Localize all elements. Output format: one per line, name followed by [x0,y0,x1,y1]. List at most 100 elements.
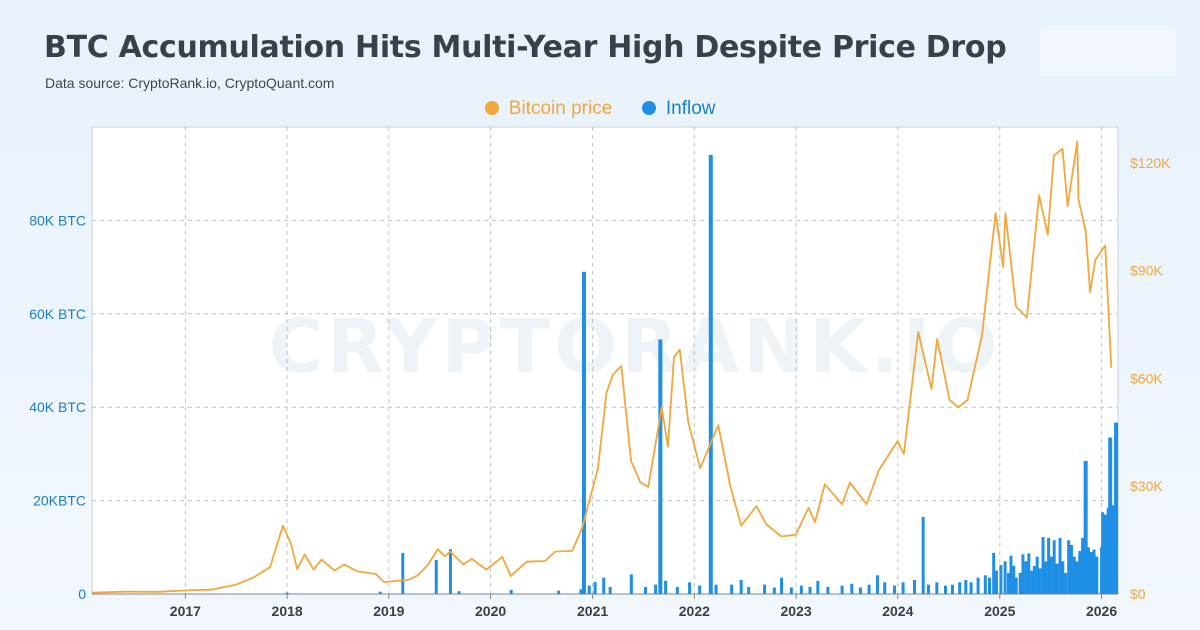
inflow-bar [1012,565,1016,594]
inflow-bar [1064,572,1068,594]
x-axis-tick-label: 2026 [1086,603,1117,619]
inflow-bar [1114,422,1119,594]
inflow-bar [780,577,784,594]
inflow-bar [1086,547,1090,594]
inflow-bar [1108,437,1113,594]
inflow-bar [799,585,803,594]
inflow-bar [921,516,925,594]
inflow-bar [698,585,702,594]
inflow-bar [850,583,854,594]
inflow-bar [1055,563,1059,594]
inflow-bar [730,584,734,594]
inflow-bar [883,582,887,594]
inflow-bar [579,589,583,594]
inflow-bar [983,575,987,594]
inflow-bar [808,586,812,594]
inflow-bar [401,552,405,594]
inflow-bar [901,582,905,594]
inflow-bar [448,549,452,594]
inflow-bar [1047,537,1051,594]
inflow-bar [926,584,930,594]
inflow-bar [1083,460,1088,594]
inflow-bar [867,584,871,594]
inflow-bar [378,591,382,594]
inflow-bar [1078,551,1082,594]
inflow-bar [1072,556,1076,594]
legend-inflow-swatch [641,101,656,115]
right-axis-tick-label: $0 [1130,586,1146,602]
inflow-bar [285,592,289,594]
inflow-bar [629,574,633,594]
inflow-bar [1061,561,1065,594]
inflow-bar [943,585,947,594]
inflow-bars [285,155,1119,594]
inflow-bar [708,155,713,594]
inflow-bar [969,582,973,594]
inflow-bar [1049,556,1053,594]
inflow-bar [644,586,648,594]
left-axis-tick-label: 0 [78,586,86,602]
inflow-bar [1014,577,1018,594]
page-title: BTC Accumulation Hits Multi-Year High De… [44,30,1007,65]
inflow-bar [1041,537,1045,594]
inflow-bar [1089,551,1093,594]
watermark-text: CRYPTORANK.IO [269,304,1002,390]
inflow-bar [1027,553,1031,594]
inflow-bar [1038,568,1042,594]
right-axis-tick-label: $30K [1130,478,1163,494]
inflow-bar [992,552,996,594]
inflow-bar [1103,514,1107,594]
left-axis-tick-label: 60K BTC [29,306,86,322]
inflow-bar [988,577,992,594]
inflow-bar [994,570,998,594]
left-axis-tick-label: 40K BTC [29,399,86,415]
inflow-bar [714,584,718,594]
inflow-bar [913,579,917,594]
legend-item-price: Bitcoin price [484,98,612,120]
inflow-bar [892,585,896,594]
inflow-bar [581,271,586,594]
left-axis-tick-label: 20KBTC [33,493,86,509]
inflow-bar [1035,556,1039,594]
inflow-bar [1092,549,1096,594]
inflow-bar [958,582,962,594]
inflow-bar [664,580,668,594]
x-axis-tick-label: 2017 [170,603,201,619]
left-axis-tick-label: 80K BTC [29,212,86,228]
inflow-bar [950,584,954,594]
x-axis-tick-label: 2018 [272,603,303,619]
inflow-bar [875,575,879,594]
inflow-bar [1030,570,1034,594]
inflow-bar [675,586,679,594]
legend-price-swatch [484,101,499,115]
inflow-bar [1081,537,1085,594]
inflow-bar [964,579,968,594]
inflow-bar [1095,556,1099,594]
x-axis-tick-label: 2025 [984,603,1015,619]
x-axis-tick-label: 2024 [882,603,913,619]
inflow-bar [976,577,980,594]
inflow-bar [1024,561,1028,594]
inflow-bar [1044,561,1048,594]
inflow-bar [858,587,862,594]
x-axis-tick-label: 2023 [780,603,811,619]
inflow-bar [608,586,612,594]
inflow-bar [1003,561,1007,594]
inflow-bar [1018,572,1022,594]
header-corner-panel [1040,26,1176,76]
inflow-bar [999,565,1003,594]
x-axis-tick-label: 2019 [373,603,404,619]
inflow-bar [557,590,561,594]
inflow-bar [509,589,513,594]
legend-inflow-label: Inflow [665,98,716,119]
inflow-bar [587,585,591,594]
inflow-bar [826,586,830,594]
inflow-bar [772,587,776,594]
inflow-bar [1067,540,1071,594]
inflow-bar [434,559,438,594]
inflow-bar [1021,554,1025,594]
inflow-bar [816,580,820,594]
inflow-bar [1006,572,1010,594]
x-axis-tick-label: 2021 [577,603,608,619]
